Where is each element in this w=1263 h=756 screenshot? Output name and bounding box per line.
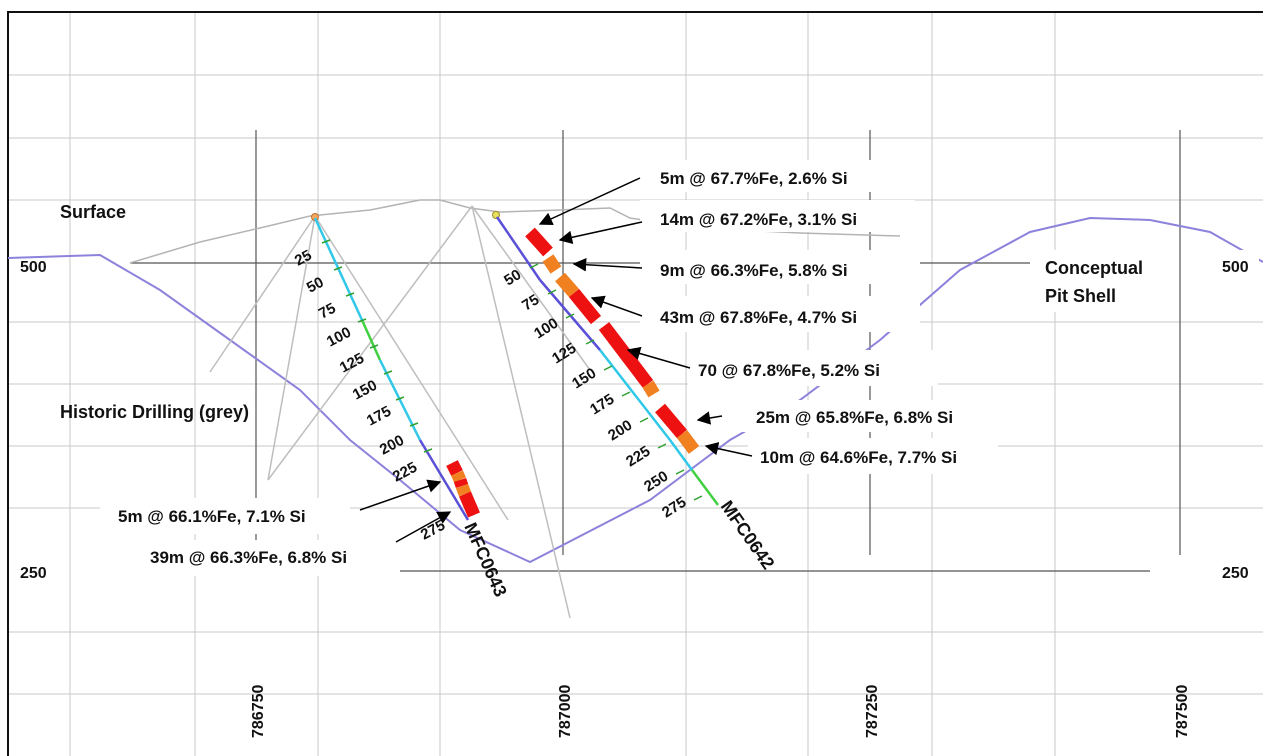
elevation-label-left-500: 500 <box>20 259 47 276</box>
pit-shell-label-line2: Pit Shell <box>1045 286 1116 306</box>
elevation-label-left-250: 250 <box>20 565 47 582</box>
easting-label: 787000 <box>557 685 574 738</box>
hole-mfc0642-trace <box>495 216 720 506</box>
label-backgrounds <box>100 160 1259 586</box>
depth-label: 75 <box>519 291 542 314</box>
intercept-label: 25m @ 65.8%Fe, 6.8% Si <box>756 408 953 427</box>
pit-shell-label-line1: Conceptual <box>1045 258 1143 278</box>
historic-drill-traces <box>209 205 591 619</box>
intercept-label: 70 @ 67.8%Fe, 5.2% Si <box>698 361 880 380</box>
easting-label: 787500 <box>1174 685 1191 738</box>
intercept-label: 14m @ 67.2%Fe, 3.1% Si <box>660 210 857 229</box>
ore-intervals-mfc0642 <box>525 227 700 454</box>
frame <box>7 11 1263 756</box>
depth-ticks-mfc0643 <box>321 239 433 453</box>
depth-label: 75 <box>316 300 339 323</box>
intercept-label: 5m @ 67.7%Fe, 2.6% Si <box>660 169 848 188</box>
easting-label: 786750 <box>250 685 267 738</box>
depth-label: 50 <box>501 266 524 289</box>
ore-intervals-mfc0643 <box>446 460 480 518</box>
intercept-label: 10m @ 64.6%Fe, 7.7% Si <box>760 448 957 467</box>
depth-label: 25 <box>292 247 315 270</box>
depth-label: 50 <box>304 274 327 297</box>
surface-label: Surface <box>60 202 126 222</box>
annotation-arrows <box>359 177 753 543</box>
intercept-label: 39m @ 66.3%Fe, 6.8% Si <box>150 548 347 567</box>
easting-label: 787250 <box>864 685 881 738</box>
historic-drilling-label: Historic Drilling (grey) <box>60 402 249 422</box>
elevation-label-right-500: 500 <box>1222 259 1249 276</box>
intercept-label: 43m @ 67.8%Fe, 4.7% Si <box>660 308 857 327</box>
pit-shell-line <box>7 216 1263 564</box>
elevation-label-right-250: 250 <box>1222 565 1249 582</box>
intercept-label: 9m @ 66.3%Fe, 5.8% Si <box>660 261 848 280</box>
intercept-label: 5m @ 66.1%Fe, 7.1% Si <box>118 507 306 526</box>
intercept-labels: 5m @ 67.7%Fe, 2.6% Si 14m @ 67.2%Fe, 3.1… <box>118 169 957 567</box>
depth-ticks-mfc0642 <box>529 263 703 501</box>
